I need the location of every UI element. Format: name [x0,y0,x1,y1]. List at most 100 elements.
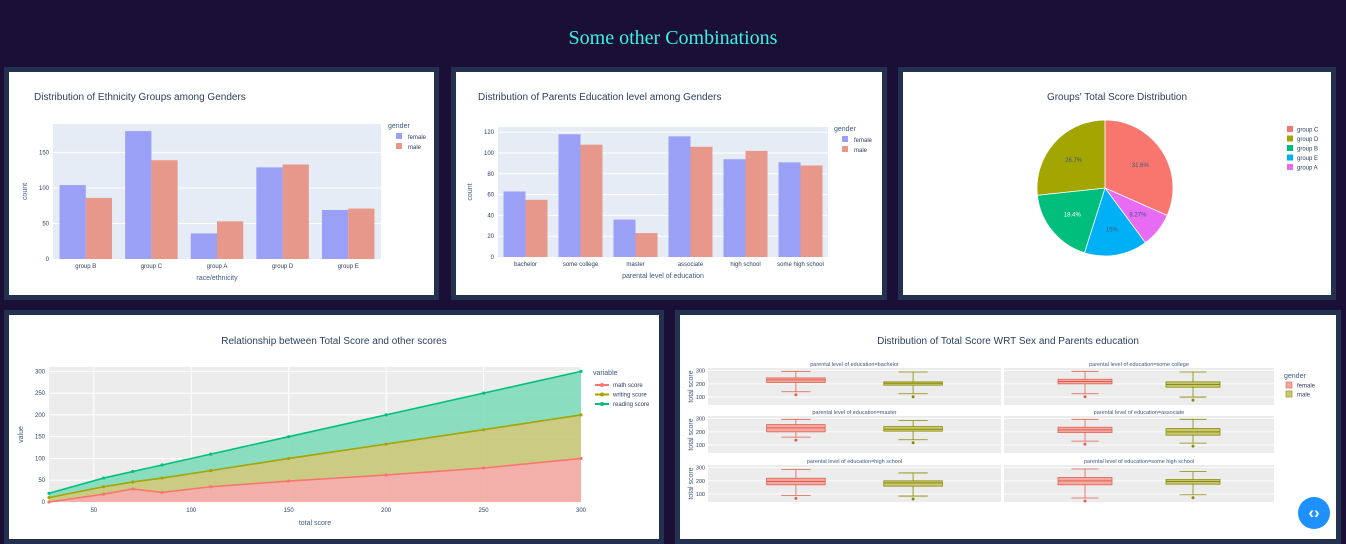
point-writing-score [579,413,583,417]
x-tick-label: group C [141,264,163,270]
y-tick-label: 300 [696,417,705,423]
x-tick-label: 100 [186,508,197,514]
bar-male [85,197,113,259]
box-outlier [911,395,915,399]
education-chart-panel: Distribution of Parents Education level … [451,67,887,300]
box-chart: parental level of education=bachelor 100 2… [688,362,1316,503]
point-writing-score [131,480,135,484]
pie-slice-label: 8.27% [1129,212,1147,218]
facet-background [708,416,1001,453]
x-axis-title: race/ethnicity [196,275,238,282]
y-tick-label: 120 [484,130,495,136]
point-writing-score [160,476,164,480]
legend-marker [600,392,604,397]
point-reading-score [209,452,213,456]
pie-slice-group-D [1036,119,1106,196]
facet-label: parental level of education=some college [1089,362,1189,368]
x-axis-title: total score [299,520,331,527]
point-reading-score [287,435,291,439]
legend-swatch [1287,154,1293,161]
legend-label: male [854,148,868,154]
bar-female [723,159,746,257]
point-reading-score [384,413,388,417]
y-tick-label: 250 [35,391,46,397]
point-reading-score [131,469,135,474]
x-tick-label: high school [730,262,760,268]
bar-female [613,219,636,257]
facet-background [1004,368,1274,405]
point-writing-score [101,485,106,489]
x-tick-label: group A [207,264,228,270]
bar-female [668,136,691,257]
y-tick-label: 0 [491,255,495,261]
ethnicity-chart-title: Distribution of Ethnicity Groups among G… [34,92,246,103]
y-tick-label: 80 [487,172,494,178]
x-tick-label: some high school [777,262,824,268]
point-reading-score [481,391,486,395]
y-tick-label: 200 [696,479,705,485]
legend-title: gender [834,126,856,133]
y-axis-title: count [22,183,29,200]
pie-slice-label: 26.7% [1065,158,1083,164]
y-tick-label: 200 [35,413,46,419]
y-axis-title: count [467,183,474,200]
bar-male [217,221,244,259]
bar-male [525,199,548,257]
bar-male [580,144,603,257]
point-writing-score [384,442,388,446]
pie-slice-group-C [1104,119,1174,216]
education-chart: 0 20 40 60 80 100 120 bachelor some college maste… [467,126,873,280]
legend-swatch [1287,135,1293,142]
facet-label: parental level of education=bachelor [810,362,899,368]
x-tick-label: group E [338,264,359,270]
facet-background [1004,416,1274,453]
y-tick-label: 100 [39,186,50,192]
y-axis-title: total score [688,370,695,402]
facet-label: parental level of education=master [812,410,896,416]
point-writing-score [481,428,486,432]
y-tick-label: 60 [487,193,494,199]
legend-label: group A [1297,166,1318,172]
pie-chart-title: Groups' Total Score Distribution [1046,92,1188,103]
y-axis-title: total score [688,467,695,499]
point-reading-score [101,476,106,480]
facet-label: parental level of education=some high sc… [1084,459,1194,465]
point-reading-score [47,491,51,495]
y-tick-label: 150 [35,435,46,441]
code-brackets-icon: ‹› [1308,503,1320,522]
y-tick-label: 300 [35,369,46,375]
legend-swatch [1285,390,1293,398]
x-tick-label: bachelor [514,262,537,268]
legend-marker [600,383,604,387]
y-tick-label: 100 [696,492,705,498]
legend-label: female [408,135,427,141]
bar-male [800,165,823,257]
bar-male [690,146,713,257]
legend-label: group B [1297,147,1318,153]
x-tick-label: associate [678,262,704,268]
y-tick-label: 0 [46,257,50,263]
x-tick-label: some college [563,262,599,268]
x-tick-label: group D [272,264,294,270]
bar-female [558,134,581,257]
legend-swatch [1287,164,1293,170]
bar-female [778,162,801,257]
point-math-score [384,473,388,477]
box-outlier [794,496,798,500]
legend-swatch [1287,145,1293,151]
legend-marker [600,402,604,406]
legend-label: female [854,138,873,144]
legend-title: variable [593,370,618,377]
relationship-chart-panel: Relationship between Total Score and oth… [4,310,664,544]
x-tick-label: master [626,262,644,268]
legend-label: group C [1297,128,1319,134]
ethnicity-chart-panel: Distribution of Ethnicity Groups among G… [4,67,439,300]
y-tick-label: 100 [696,395,705,401]
point-math-score [160,490,164,495]
legend-swatch [1285,381,1293,389]
bar-female [59,185,86,259]
plot-background [498,127,828,257]
code-toggle-button[interactable]: ‹› [1298,497,1330,529]
point-math-score [481,466,486,470]
y-tick-label: 0 [42,500,46,506]
